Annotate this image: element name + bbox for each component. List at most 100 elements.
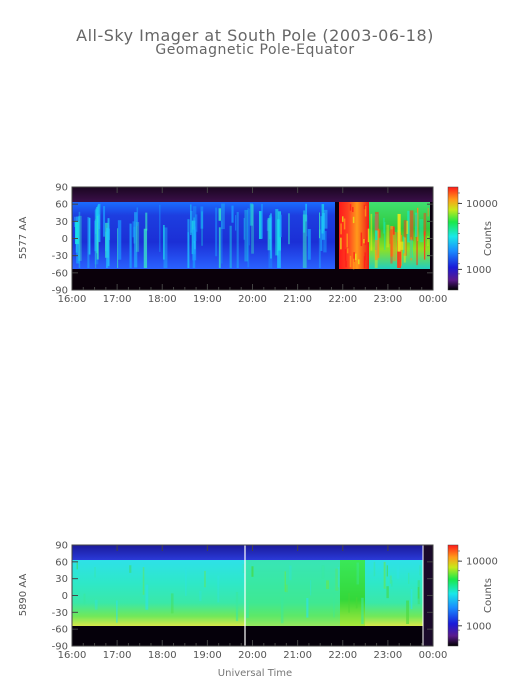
activity-streak xyxy=(364,252,366,261)
activity-streak xyxy=(352,258,355,270)
activity-streak xyxy=(355,253,357,261)
activity-streak xyxy=(402,236,405,254)
streak xyxy=(247,208,250,268)
streak xyxy=(229,225,232,268)
colorbar-tick-label: 10000 xyxy=(466,199,498,210)
streak xyxy=(231,205,234,223)
activity-streak xyxy=(406,220,409,234)
activity-streak xyxy=(370,213,373,251)
panel-5577-ylabel: 5577 AA xyxy=(18,217,29,260)
x-tick-label: 16:00 xyxy=(58,650,87,661)
streak xyxy=(302,214,307,268)
streak xyxy=(333,591,335,618)
streak xyxy=(132,221,136,238)
streak xyxy=(361,597,364,624)
y-tick-label: -90 xyxy=(52,642,68,653)
streak xyxy=(261,203,263,239)
streak xyxy=(185,568,187,596)
streak xyxy=(74,221,79,245)
y-tick-label: 90 xyxy=(55,183,68,194)
activity-streak xyxy=(392,226,395,235)
activity-streak xyxy=(349,255,352,268)
streak xyxy=(307,229,311,260)
y-tick-label: -30 xyxy=(52,608,68,619)
panel-5890-green-wash xyxy=(245,560,340,626)
activity-streak xyxy=(397,213,401,252)
activity-streak xyxy=(340,237,342,250)
streak xyxy=(193,226,196,250)
activity-streak xyxy=(416,207,419,242)
activity-streak xyxy=(364,205,367,217)
panel-5890-colorbar xyxy=(447,544,459,647)
y-tick-label: 0 xyxy=(62,234,68,245)
streak xyxy=(419,565,421,576)
panel-5577-colorbar-ticks: 10000 1000 xyxy=(458,192,498,285)
activity-streak xyxy=(419,219,424,243)
streak xyxy=(195,214,198,232)
activity-streak xyxy=(403,237,406,263)
x-tick-label: 22:00 xyxy=(328,650,357,661)
streak xyxy=(142,567,145,595)
streak xyxy=(218,208,222,221)
streak xyxy=(270,213,272,259)
streak xyxy=(251,204,254,254)
streak xyxy=(326,580,329,589)
streak xyxy=(417,586,420,599)
streak xyxy=(310,580,312,596)
streak xyxy=(410,589,413,610)
activity-streak xyxy=(407,210,411,243)
streak xyxy=(279,214,282,238)
colorbar-tick-label: 1000 xyxy=(466,621,491,632)
activity-streak xyxy=(423,212,427,236)
streak xyxy=(215,207,218,257)
streak xyxy=(386,586,389,599)
activity-streak xyxy=(349,204,352,211)
chart-title: All-Sky Imager at South Pole (2003-06-18… xyxy=(76,26,434,45)
streak xyxy=(321,565,325,579)
streak xyxy=(95,219,97,268)
colorbar-tick-label: 10000 xyxy=(466,557,498,568)
panel-5577-colorbar xyxy=(447,186,459,291)
streak xyxy=(389,575,392,584)
chart-subtitle: Geomagnetic Pole-Equator xyxy=(155,42,355,58)
streak xyxy=(221,203,225,230)
activity-streak xyxy=(346,233,348,248)
streak xyxy=(322,213,325,240)
streak xyxy=(337,566,340,588)
streak xyxy=(373,561,376,577)
streak xyxy=(117,220,122,260)
streak xyxy=(280,597,284,624)
x-tick-label: 20:00 xyxy=(238,650,267,661)
streak xyxy=(275,209,279,256)
streak xyxy=(355,597,358,609)
streak xyxy=(96,215,99,260)
streak xyxy=(248,209,251,246)
streak xyxy=(145,212,148,231)
x-tick-label: 20:00 xyxy=(238,294,267,305)
x-axis-title: Universal Time xyxy=(217,668,293,679)
activity-streak xyxy=(397,241,400,268)
activity-streak xyxy=(409,239,413,259)
streak xyxy=(129,223,132,268)
y-tick-label: -60 xyxy=(52,268,68,279)
streak xyxy=(289,565,292,581)
streak xyxy=(87,217,90,268)
panel-5577-activity xyxy=(340,204,430,270)
panel-5890-colorbar-ticks: 10000 1000 xyxy=(458,550,498,641)
panel-5890-green-segment xyxy=(340,560,365,626)
streak xyxy=(348,592,350,613)
activity-streak xyxy=(423,231,426,260)
streak xyxy=(94,566,96,578)
x-tick-label: 21:00 xyxy=(283,650,312,661)
streak xyxy=(145,584,149,610)
activity-streak xyxy=(363,204,366,210)
activity-streak xyxy=(353,252,355,262)
y-tick-label: -90 xyxy=(52,286,68,297)
streak xyxy=(305,203,308,222)
streak xyxy=(159,204,161,252)
streak xyxy=(163,227,168,268)
x-tick-label: 16:00 xyxy=(58,294,87,305)
